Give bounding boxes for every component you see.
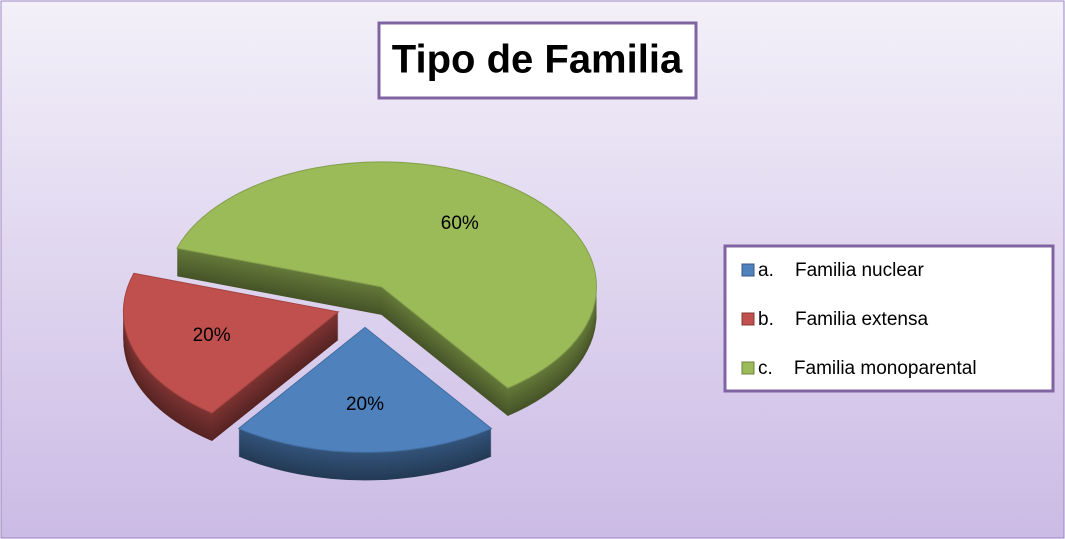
- legend-label: a. Familia nuclear: [758, 260, 924, 281]
- data-label: 60%: [441, 213, 479, 234]
- chart-title: Tipo de Familia: [392, 38, 683, 82]
- slice: [176, 161, 597, 389]
- data-label: 20%: [193, 325, 231, 346]
- legend-swatch: [741, 312, 755, 326]
- legend-swatch: [741, 263, 755, 277]
- legend: a. Familia nuclear b. Familia extensa c. F…: [741, 260, 977, 379]
- legend-box: [723, 244, 1055, 393]
- legend-label: b. Familia extensa: [758, 309, 928, 330]
- legend-label: c. Familia monoparental: [758, 358, 977, 379]
- slice: [237, 326, 493, 453]
- data-label: 20%: [346, 394, 384, 415]
- title-box: [377, 21, 698, 100]
- pie: 20% 20% 60%: [122, 161, 597, 481]
- legend-swatch: [741, 361, 755, 375]
- slice: [122, 272, 340, 414]
